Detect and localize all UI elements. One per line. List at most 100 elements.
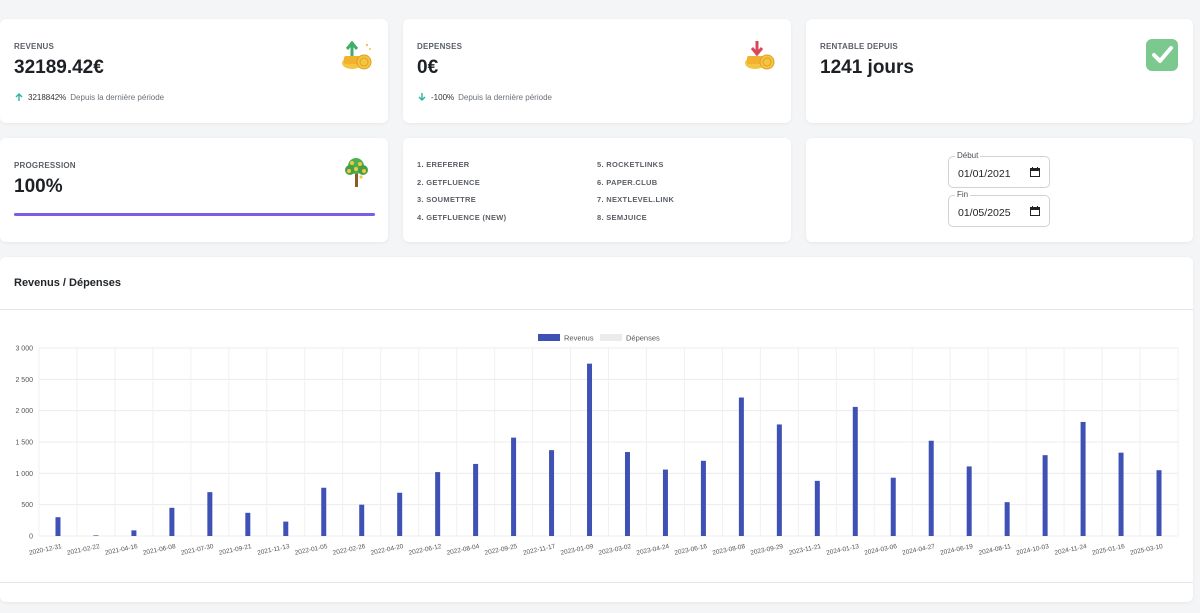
revenus-value: 32189.42€ xyxy=(14,57,104,78)
revenus-bar xyxy=(776,424,782,536)
x-tick-label: 2024-01-13 xyxy=(826,543,860,557)
revenus-bar xyxy=(511,437,517,536)
arrow-up-icon xyxy=(15,93,23,101)
revenus-bar xyxy=(397,492,403,536)
revenus-bar xyxy=(700,460,706,536)
site-item: 3. SOUMETTRE xyxy=(417,195,477,204)
x-tick-label: 2024-08-11 xyxy=(978,543,1012,557)
x-tick-label: 2023-04-24 xyxy=(636,543,670,557)
depenses-card: DEPENSES 0€ -100% Depuis la dernière pér… xyxy=(403,19,791,123)
end-date-input[interactable]: Fin 01/05/2025 xyxy=(948,190,1050,227)
progression-bar xyxy=(14,213,375,216)
x-tick-label: 2023-08-08 xyxy=(712,543,746,557)
y-tick-label: 3 000 xyxy=(15,346,33,353)
revenus-bar xyxy=(245,512,251,536)
revenus-bar xyxy=(93,535,99,536)
x-tick-label: 2022-04-20 xyxy=(370,543,404,557)
chart-title: Revenus / Dépenses xyxy=(14,277,121,289)
revenus-bar xyxy=(890,477,896,536)
x-tick-label: 2025-01-16 xyxy=(1091,543,1125,557)
revenus-bar xyxy=(662,469,668,536)
revenus-bar xyxy=(131,530,137,536)
y-tick-label: 1 500 xyxy=(15,440,33,447)
revenus-card: REVENUS 32189.42€ 3218842% Depuis la der… xyxy=(0,19,388,123)
x-tick-label: 2024-06-19 xyxy=(940,543,974,557)
x-tick-label: 2020-12-31 xyxy=(28,543,62,557)
revenus-bar xyxy=(852,406,858,536)
revenus-depenses-chart: 0 500 1 000 1 500 2 000 2 500 3 000 2020-12-31… xyxy=(15,334,1179,557)
revenus-bar xyxy=(624,452,630,536)
revenus-bar xyxy=(587,363,593,536)
x-tick-label: 2022-01-05 xyxy=(294,543,328,557)
progression-card: PROGRESSION 100% xyxy=(0,138,388,242)
x-tick-label: 2021-04-16 xyxy=(104,543,138,557)
rentable-label: RENTABLE DEPUIS xyxy=(820,42,898,51)
calendar-icon[interactable] xyxy=(1030,206,1040,216)
start-date-value: 01/01/2021 xyxy=(958,168,1011,180)
revenus-bar xyxy=(359,504,365,536)
depenses-change: -100% Depuis la dernière période xyxy=(417,92,552,102)
x-tick-label: 2021-02-22 xyxy=(66,543,100,557)
x-tick-label: 2021-11-13 xyxy=(257,543,291,557)
depenses-since: Depuis la dernière période xyxy=(458,92,552,102)
revenus-bar xyxy=(1080,421,1086,536)
x-axis: 2020-12-31 2021-02-22 2021-04-16 2021-06-08… xyxy=(28,543,1163,557)
x-tick-label: 2022-06-12 xyxy=(408,543,442,557)
revenus-bar xyxy=(549,450,555,536)
y-tick-label: 1 000 xyxy=(15,471,33,478)
money-down-icon xyxy=(745,41,775,70)
x-tick-label: 2022-08-04 xyxy=(446,543,480,557)
x-tick-label: 2022-11-17 xyxy=(522,543,556,557)
x-tick-label: 2024-11-24 xyxy=(1054,543,1088,557)
x-tick-label: 2021-06-08 xyxy=(142,543,176,557)
chart-bars xyxy=(55,363,1162,536)
revenus-bar xyxy=(283,521,289,536)
start-date-input[interactable]: Début 01/01/2021 xyxy=(948,151,1050,188)
check-icon xyxy=(1146,39,1178,71)
x-tick-label: 2025-03-10 xyxy=(1129,543,1163,557)
progression-label: PROGRESSION xyxy=(14,161,76,170)
x-tick-label: 2024-04-27 xyxy=(902,543,936,557)
y-tick-label: 2 500 xyxy=(15,377,33,384)
revenus-since: Depuis la dernière période xyxy=(70,92,165,102)
x-tick-label: 2023-01-09 xyxy=(560,543,594,557)
revenus-bar xyxy=(738,397,744,536)
money-up-icon xyxy=(342,40,372,70)
sites-card xyxy=(403,138,791,242)
site-item: 4. GETFLUENCE (NEW) xyxy=(417,213,507,222)
x-tick-label: 2024-03-06 xyxy=(864,543,898,557)
site-item: 7. NEXTLEVEL.LINK xyxy=(597,195,675,204)
site-item: 5. ROCKETLINKS xyxy=(597,160,664,169)
revenus-pct: 3218842% xyxy=(28,92,67,102)
revenus-bar xyxy=(966,466,972,536)
x-tick-label: 2021-07-30 xyxy=(180,543,214,557)
revenus-bar xyxy=(169,507,175,536)
legend-swatch-depenses xyxy=(600,334,622,341)
x-tick-label: 2023-11-21 xyxy=(788,543,822,557)
x-tick-label: 2022-09-25 xyxy=(484,543,518,557)
start-date-label: Début xyxy=(955,151,981,160)
legend-swatch-revenus xyxy=(538,334,560,341)
end-date-value: 01/05/2025 xyxy=(958,207,1011,219)
site-item: 2. GETFLUENCE xyxy=(417,178,481,187)
y-tick-label: 2 000 xyxy=(15,408,33,415)
money-tree-icon xyxy=(345,158,368,187)
revenus-bar xyxy=(55,517,61,536)
depenses-pct: -100% xyxy=(431,92,455,102)
site-item: 1. EREFERER xyxy=(417,160,470,169)
chart-divider xyxy=(0,309,1193,310)
chart-legend[interactable]: Revenus Dépenses xyxy=(538,334,660,343)
depenses-label: DEPENSES xyxy=(417,42,463,51)
revenus-bar xyxy=(928,440,934,536)
calendar-icon[interactable] xyxy=(1030,167,1040,177)
revenus-bar xyxy=(435,472,441,536)
rentable-card: RENTABLE DEPUIS 1241 jours xyxy=(806,19,1193,123)
revenus-bar xyxy=(473,463,479,536)
chart-grid xyxy=(38,347,1179,537)
revenus-bar xyxy=(814,480,820,536)
revenus-label: REVENUS xyxy=(14,42,55,51)
x-tick-label: 2023-09-29 xyxy=(750,543,784,557)
revenus-bar xyxy=(1004,502,1010,536)
end-date-label: Fin xyxy=(955,190,971,199)
x-tick-label: 2022-02-26 xyxy=(332,543,366,557)
